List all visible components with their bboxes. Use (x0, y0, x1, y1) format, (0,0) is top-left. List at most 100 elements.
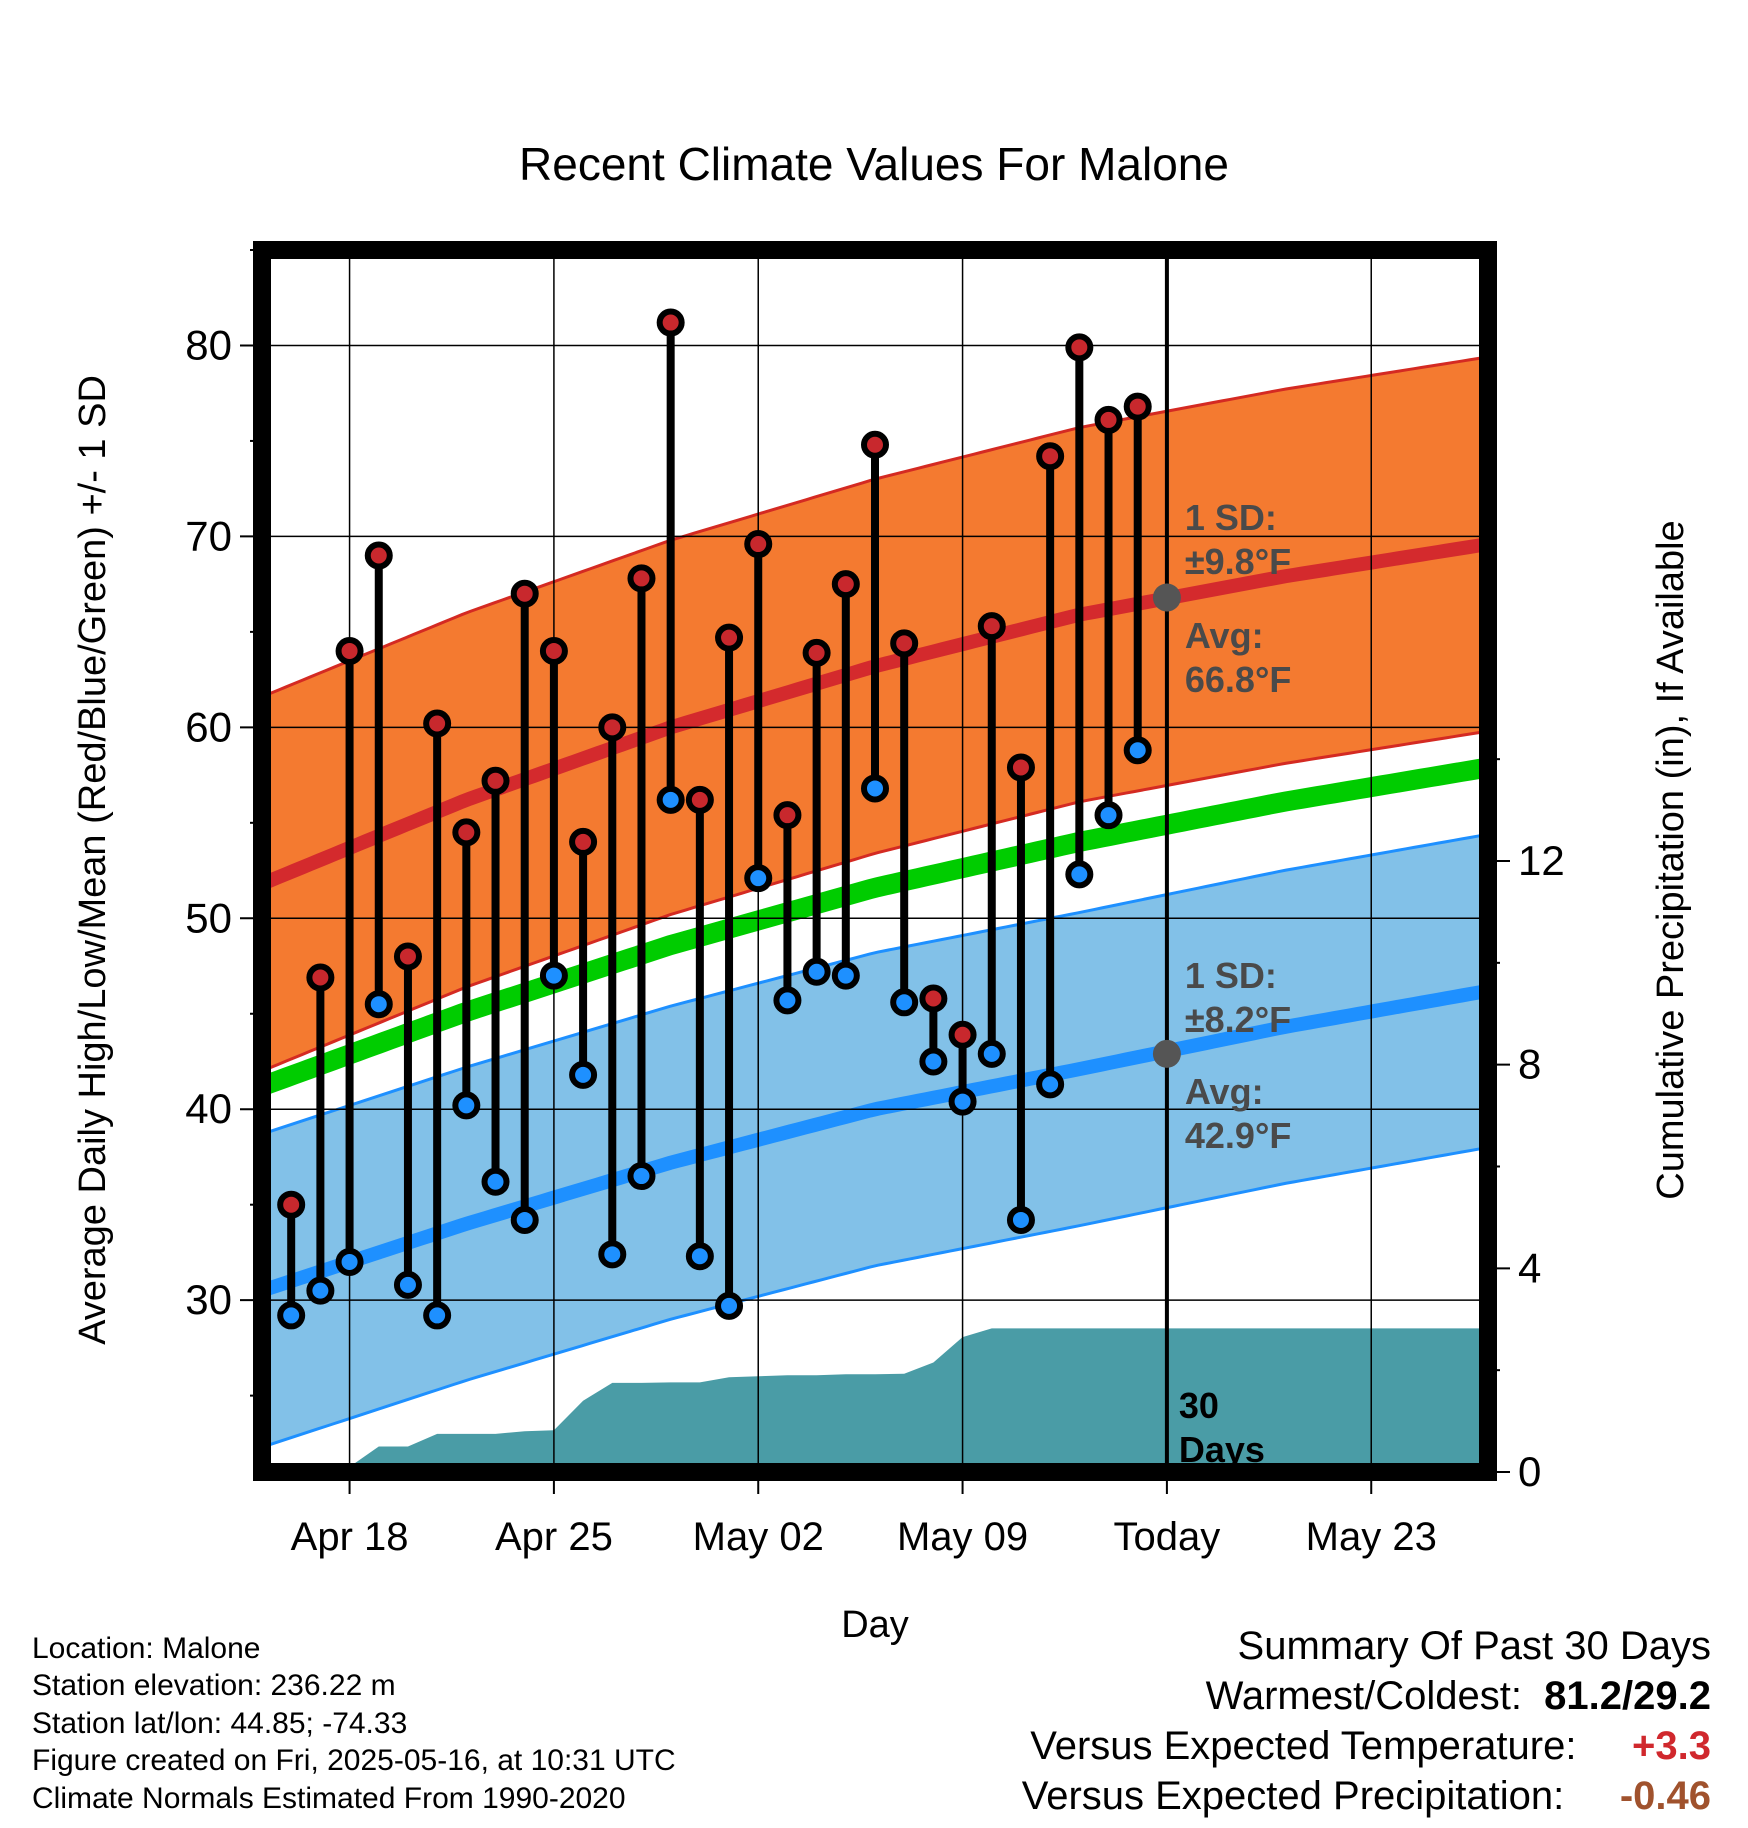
daily-high-point (715, 623, 744, 652)
daily-low-point (1065, 860, 1094, 889)
daily-low-point (685, 1242, 714, 1271)
x-tick-label: Apr 25 (495, 1515, 613, 1559)
daily-low-point (919, 1047, 948, 1076)
low-avg-label: Avg: (1185, 1071, 1264, 1112)
daily-high-point (919, 984, 948, 1013)
x-tick-label: Apr 18 (291, 1515, 409, 1559)
y-tick-label: 30 (185, 1276, 232, 1323)
daily-low-point (861, 774, 889, 803)
daily-high-point (1094, 405, 1123, 434)
daily-low-point (627, 1162, 656, 1191)
daily-low-point (393, 1270, 422, 1299)
x-axis-label: Day (841, 1604, 909, 1646)
daily-low-point (948, 1087, 977, 1116)
daily-low-point (1006, 1205, 1035, 1234)
precip-value: -0.46 (1619, 1774, 1711, 1818)
daily-low-point (335, 1247, 364, 1276)
daily-low-point (423, 1301, 452, 1330)
y2-tick-label: 12 (1518, 837, 1565, 884)
daily-low-point (452, 1091, 481, 1120)
daily-low-point (539, 961, 568, 990)
daily-high-point (773, 801, 802, 830)
summary-warm-cold: Warmest/Coldest: 81.2/29.2 (1206, 1674, 1711, 1719)
temp-value: +3.3 (1632, 1724, 1711, 1768)
daily-high-point (306, 963, 335, 992)
daily-high-point (423, 709, 452, 738)
daily-high-point (1065, 333, 1094, 362)
plot-frame (253, 241, 1497, 1481)
daily-low-point (744, 864, 773, 893)
high-avg-marker (1152, 583, 1181, 612)
temp-label: Versus Expected Temperature: (1030, 1724, 1577, 1768)
daily-high-point (569, 827, 598, 856)
daily-low-point (277, 1301, 306, 1330)
daily-high-point (744, 530, 773, 559)
daily-low-point (890, 988, 919, 1017)
daily-high-point (802, 638, 831, 667)
daily-low-point (715, 1291, 744, 1320)
daily-high-point (393, 942, 422, 971)
daily-high-point (1006, 753, 1035, 782)
low-sd-label: 1 SD: (1185, 955, 1277, 996)
daily-high-point (685, 785, 714, 814)
summary-temp: Versus Expected Temperature: +3.3 (1030, 1724, 1711, 1769)
warm-cold-value: 81.2/29.2 (1544, 1674, 1711, 1718)
summary-title: Summary Of Past 30 Days (1238, 1624, 1711, 1669)
daily-high-point (452, 818, 481, 847)
x-tick-label: May 09 (897, 1515, 1028, 1559)
daily-low-point (481, 1167, 510, 1196)
y2-tick-label: 8 (1518, 1041, 1541, 1088)
low-avg-value: 42.9°F (1185, 1115, 1291, 1156)
daily-high-point (656, 308, 685, 337)
footer-latlon: Station lat/lon: 44.85; -74.33 (32, 1707, 408, 1740)
daily-high-point (1036, 442, 1065, 471)
daily-high-point (890, 629, 919, 658)
y-tick-label: 60 (185, 703, 232, 750)
summary-precip: Versus Expected Precipitation: -0.46 (1022, 1774, 1711, 1819)
x-tick-label: May 23 (1306, 1515, 1437, 1559)
daily-low-point (1036, 1070, 1065, 1099)
summary-title-text: Summary Of Past 30 Days (1237, 1624, 1711, 1668)
daily-high-point (627, 564, 656, 593)
daily-high-point (977, 612, 1006, 641)
daily-low-point (598, 1240, 627, 1269)
footer-normals: Climate Normals Estimated From 1990-2020 (32, 1782, 626, 1815)
daily-low-point (656, 785, 685, 814)
footer-created: Figure created on Fri, 2025-05-16, at 10… (32, 1744, 676, 1777)
daily-low-point (510, 1205, 539, 1234)
daily-low-point (364, 990, 393, 1019)
daily-high-point (861, 430, 889, 459)
high-avg-value: 66.8°F (1185, 659, 1291, 700)
y-axis-label: Average Daily High/Low/Mean (Red/Blue/Gr… (72, 375, 114, 1345)
high-avg-label: Avg: (1185, 615, 1264, 656)
warm-cold-label: Warmest/Coldest: (1205, 1674, 1522, 1718)
daily-high-point (1123, 392, 1152, 421)
daily-high-point (364, 541, 393, 570)
daily-low-point (802, 957, 831, 986)
y2-tick-label: 0 (1518, 1448, 1541, 1495)
daily-high-point (335, 636, 364, 665)
precip-label: Versus Expected Precipitation: (1021, 1774, 1565, 1818)
y-tick-label: 40 (185, 1085, 232, 1132)
low-sd-band (262, 834, 1486, 1448)
daily-low-point (1123, 736, 1152, 765)
low-sd-value: ±8.2°F (1185, 999, 1291, 1040)
daily-low-point (773, 986, 802, 1015)
daily-low-point (831, 961, 860, 990)
footer-location: Location: Malone (32, 1632, 261, 1665)
y-tick-label: 80 (185, 321, 232, 368)
chart-title: Recent Climate Values For Malone (519, 138, 1229, 190)
y-tick-label: 70 (185, 512, 232, 559)
daily-high-point (831, 570, 860, 599)
low-avg-marker (1152, 1039, 1181, 1068)
daily-high-point (510, 579, 539, 608)
y2-tick-label: 4 (1518, 1244, 1541, 1291)
high-sd-label: 1 SD: (1185, 497, 1277, 538)
precip-area (262, 1328, 1488, 1472)
daily-low-point (306, 1276, 335, 1305)
daily-low-point (1094, 801, 1123, 830)
footer-elevation: Station elevation: 236.22 m (32, 1669, 396, 1702)
daily-low-point (569, 1060, 598, 1089)
daily-high-point (277, 1190, 306, 1219)
